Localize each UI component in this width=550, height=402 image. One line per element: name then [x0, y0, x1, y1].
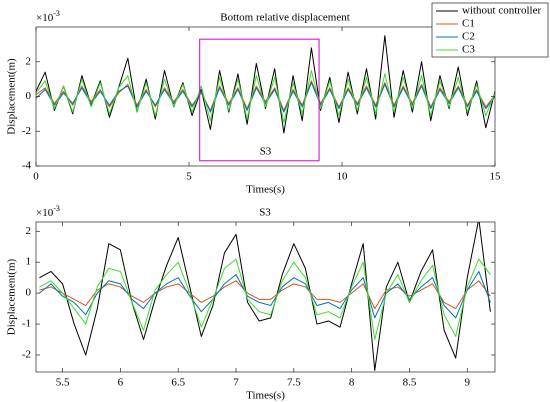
y-axis-label: Displacement(m): [6, 58, 18, 135]
legend-box: [431, 2, 549, 58]
x-tick-label: 7.5: [287, 377, 301, 389]
x-tick-label: 5: [186, 171, 192, 183]
series-line: [36, 69, 495, 124]
y-axis-label: Displacement(m): [6, 258, 18, 335]
x-axis-label: Times(s): [246, 390, 285, 402]
chart-title: Bottom relative displacement: [220, 12, 350, 24]
legend-label: C2: [462, 31, 475, 43]
x-tick-label: 10: [337, 171, 349, 183]
y-tick-label: 2: [26, 55, 32, 67]
x-tick-label: 7: [233, 377, 239, 389]
lines: [39, 222, 491, 371]
multiplier-exponent: -3: [53, 204, 60, 213]
y-tick-label: -4: [22, 160, 32, 172]
x-tick-label: 8.5: [403, 377, 417, 389]
multiplier-exponent: -3: [53, 9, 60, 18]
series-line: [39, 222, 491, 371]
axes-box: [35, 221, 496, 373]
x-tick-label: 9: [465, 377, 471, 389]
plot-area: [36, 27, 495, 166]
series-line: [39, 270, 491, 319]
plot-area: [36, 222, 495, 372]
series-line: [36, 80, 495, 111]
highlight-box: [199, 38, 320, 162]
legend-label: without controller: [462, 5, 541, 17]
y-tick-label: -2: [22, 349, 31, 361]
multiplier-base: ×10: [36, 12, 54, 24]
x-tick-label: 5.5: [56, 377, 70, 389]
series-line: [36, 82, 495, 113]
y-tick-label: -1: [22, 318, 31, 330]
annotation: S3: [260, 146, 272, 158]
legend-label: C1: [462, 18, 475, 30]
x-tick-label: 6.5: [171, 377, 185, 389]
y-multiplier: ×10-3: [36, 9, 60, 24]
series-line: [39, 258, 491, 341]
y-tick-label: 1: [26, 256, 32, 268]
x-axis-label: Times(s): [246, 184, 285, 196]
lines: [36, 35, 495, 134]
multiplier-base: ×10: [36, 207, 54, 219]
y-tick-label: 0: [26, 287, 32, 299]
y-tick-label: -2: [22, 125, 31, 137]
y-multiplier: ×10-3: [36, 204, 60, 219]
series-line: [36, 35, 495, 134]
x-tick-label: 0: [33, 171, 39, 183]
legend-label: C3: [462, 44, 475, 56]
chart-title: S3: [259, 207, 271, 219]
y-tick-label: 2: [26, 225, 32, 237]
x-tick-label: 8: [349, 377, 355, 389]
x-tick-label: 6: [118, 377, 124, 389]
y-tick-label: 0: [26, 90, 32, 102]
x-tick-label: 15: [490, 171, 502, 183]
